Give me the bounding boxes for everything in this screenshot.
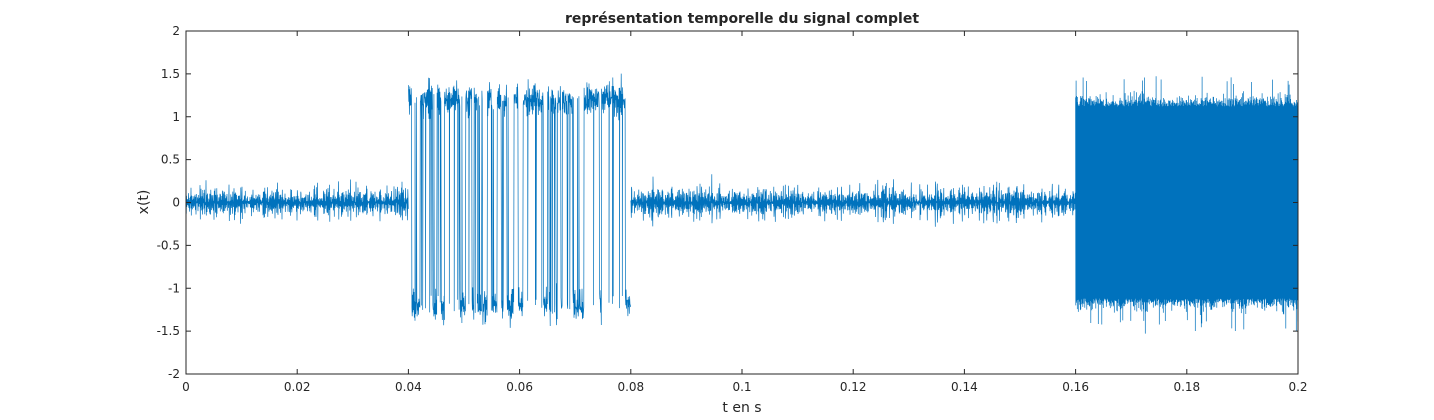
signal-segment-4: [1075, 76, 1299, 334]
x-tick-label: 0.04: [395, 380, 422, 394]
x-tick-label: 0.06: [506, 380, 533, 394]
x-tick-label: 0.14: [951, 380, 978, 394]
y-axis-label: x(t): [136, 190, 152, 215]
signal-segment-3: [630, 174, 1076, 227]
signal-series: [185, 73, 1299, 334]
x-tick-label: 0.16: [1062, 380, 1089, 394]
y-tick-label: 0: [172, 196, 180, 210]
x-tick-label: 0.12: [840, 380, 867, 394]
x-tick-label: 0.18: [1173, 380, 1200, 394]
y-tick-label: -1.5: [157, 324, 180, 338]
y-axis: -2 -1.5 -1 -0.5 0 0.5 1 1.5 2: [157, 24, 1298, 381]
x-tick-label: 0.08: [617, 380, 644, 394]
y-tick-label: 0.5: [161, 153, 180, 167]
x-tick-label: 0.02: [284, 380, 311, 394]
signal-segment-2: [408, 73, 632, 328]
y-tick-label: -1: [168, 281, 180, 295]
y-tick-label: 2: [172, 24, 180, 38]
x-tick-label: 0.2: [1288, 380, 1307, 394]
y-tick-label: 1: [172, 110, 180, 124]
x-axis: 0 0.02 0.04 0.06 0.08 0.1 0.12 0.14 0.16 0.18 0.2: [182, 31, 1308, 394]
y-tick-label: 1.5: [161, 67, 180, 81]
x-tick-label: 0.1: [732, 380, 751, 394]
signal-segment-1: [185, 179, 409, 224]
y-tick-label: -2: [168, 367, 180, 381]
x-tick-label: 0: [182, 380, 190, 394]
chart-title: représentation temporelle du signal comp…: [565, 11, 919, 27]
x-axis-label: t en s: [722, 400, 761, 416]
y-tick-label: -0.5: [157, 238, 180, 252]
